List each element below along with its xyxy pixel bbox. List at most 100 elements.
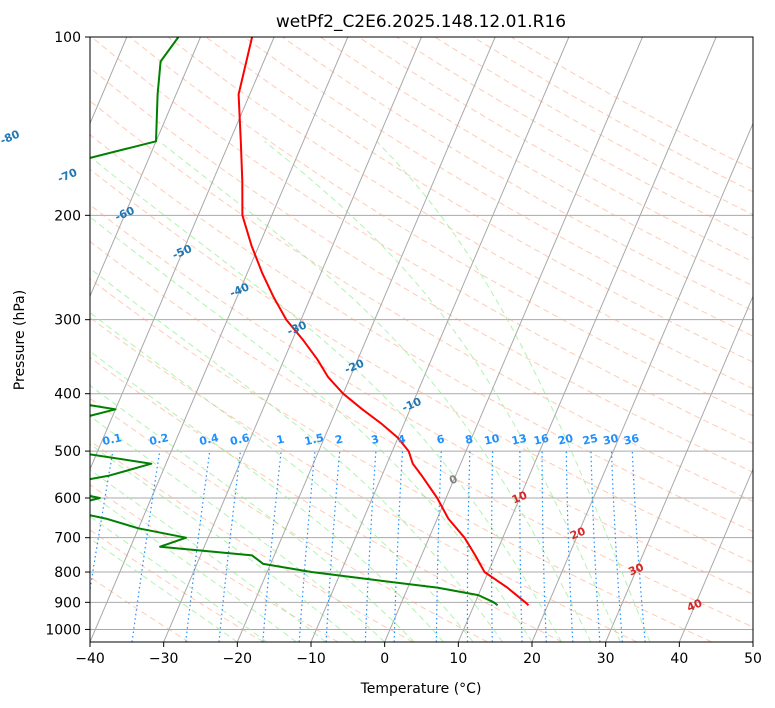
dry-adiabat-line <box>90 204 753 595</box>
x-axis-ticks: −40 −30 −20 −10 0 10 20 30 40 50 <box>75 642 762 667</box>
chart-title: wetPf2_C2E6.2025.148.12.01.R16 <box>276 12 566 32</box>
profile-series <box>90 37 530 607</box>
x-tick-label: −10 <box>296 651 326 667</box>
moist-adiabat-line <box>90 384 415 642</box>
moist-adiabat-line <box>90 267 503 642</box>
isotherm-label: 10 <box>510 488 529 506</box>
mixing-ratio-label: 36 <box>623 432 641 448</box>
dry-adiabat-line <box>90 356 563 642</box>
moist-adiabat-line <box>90 350 444 642</box>
mixing-ratio-label: 6 <box>435 432 446 446</box>
dry-adiabat-line <box>243 37 753 337</box>
dry-adiabat-line <box>90 134 753 533</box>
mixing-ratio-line <box>519 451 523 642</box>
background-lines <box>90 37 753 642</box>
dewpoint-profile-line <box>90 37 499 607</box>
mixing-ratio-line <box>590 451 601 642</box>
mixing-ratio-label: 0.2 <box>148 431 170 448</box>
mixing-ratio-label: 16 <box>532 432 550 448</box>
dry-adiabat-line <box>90 100 753 503</box>
y-tick-label: 500 <box>54 444 81 460</box>
dry-adiabat-line <box>90 168 753 564</box>
isotherm-line <box>605 295 753 642</box>
temperature-profile-line <box>237 37 530 606</box>
mixing-ratio-line <box>565 451 574 642</box>
mixing-ratio-label: 20 <box>557 432 575 448</box>
dry-adiabat-line <box>282 37 753 312</box>
y-tick-label: 100 <box>54 30 81 46</box>
isotherm-line <box>163 37 422 642</box>
mixing-ratio-line <box>541 451 547 642</box>
dry-adiabat-line <box>90 397 488 642</box>
mixing-ratio-line <box>131 451 161 642</box>
y-tick-label: 700 <box>54 531 81 547</box>
isotherm-line <box>457 37 717 642</box>
isotherm-label: 30 <box>627 560 646 578</box>
mixing-ratio-labels: 0.1 0.2 0.4 0.6 1 1.5 2 3 4 6 8 10 13 16 20 25 30 36 <box>101 431 641 448</box>
isotherm-line <box>531 122 753 642</box>
mixing-ratio-line <box>364 451 377 642</box>
moist-adiabat-line <box>90 155 562 642</box>
x-tick-label: 0 <box>380 651 389 667</box>
mixing-ratio-line <box>631 451 646 642</box>
x-tick-label: 50 <box>744 651 762 667</box>
dry-adiabat-line <box>90 529 264 642</box>
x-tick-label: 20 <box>523 651 541 667</box>
mixing-ratio-label: 1.5 <box>303 431 325 448</box>
moist-adiabat-line <box>90 311 474 642</box>
mixing-ratio-line <box>610 451 623 642</box>
dry-adiabat-line <box>90 240 753 628</box>
mixing-ratio-label: 0.6 <box>229 431 251 448</box>
mixing-ratio-label: 3 <box>370 433 380 447</box>
isotherm-label: 20 <box>568 524 587 542</box>
y-tick-label: 200 <box>54 208 81 224</box>
mixing-ratio-line <box>435 451 442 642</box>
isotherm-line <box>310 37 570 642</box>
mixing-ratio-line <box>262 451 282 642</box>
isotherm-line <box>236 37 496 642</box>
mixing-ratio-label: 0.1 <box>101 431 123 448</box>
dry-adiabat-line <box>90 317 638 642</box>
mixing-ratio-line <box>393 451 404 642</box>
mixing-ratio-label: 8 <box>464 433 474 447</box>
pressure-gridlines <box>90 36 753 630</box>
dry-adiabat-line <box>91 37 753 445</box>
y-axis-label: Pressure (hPa) <box>12 290 28 390</box>
y-tick-label: 600 <box>54 491 81 507</box>
dry-adiabat-line <box>129 37 753 417</box>
mixing-ratio-label: 1 <box>275 433 285 447</box>
mixing-ratio-line <box>490 451 494 642</box>
isotherm-line <box>90 37 275 471</box>
plot-frame <box>89 36 754 643</box>
isotherm-label: 40 <box>685 596 704 614</box>
moist-adiabat-line <box>158 140 592 642</box>
x-tick-label: 30 <box>597 651 615 667</box>
y-axis-ticks: 100 200 300 400 500 600 700 800 900 1000 <box>45 30 90 638</box>
dry-adiabat-line <box>90 278 712 642</box>
y-tick-label: 1000 <box>45 622 81 638</box>
mixing-ratio-label: 25 <box>581 432 599 448</box>
y-tick-label: 900 <box>54 595 81 611</box>
x-tick-label: −20 <box>223 651 253 667</box>
mixing-ratio-label: 30 <box>602 432 620 448</box>
moist-adiabat-line <box>90 443 356 642</box>
x-axis-label: Temperature (°C) <box>360 681 482 697</box>
mixing-ratio-line <box>185 451 211 642</box>
mixing-ratio-label: 2 <box>334 433 344 447</box>
x-tick-label: −40 <box>75 651 105 667</box>
isotherm-line <box>384 37 643 642</box>
y-tick-label: 300 <box>54 313 81 329</box>
mixing-ratio-label: 4 <box>397 432 408 446</box>
x-tick-label: −30 <box>149 651 179 667</box>
isotherm-line <box>90 37 201 298</box>
x-tick-label: 10 <box>449 651 467 667</box>
y-tick-label: 400 <box>54 387 81 403</box>
y-tick-label: 800 <box>54 565 81 581</box>
moist-adiabat-line <box>376 140 651 642</box>
moist-adiabat-line <box>90 415 386 642</box>
isotherm-line <box>678 467 753 642</box>
isotherm-line <box>90 37 349 642</box>
mixing-ratio-line <box>325 451 341 642</box>
